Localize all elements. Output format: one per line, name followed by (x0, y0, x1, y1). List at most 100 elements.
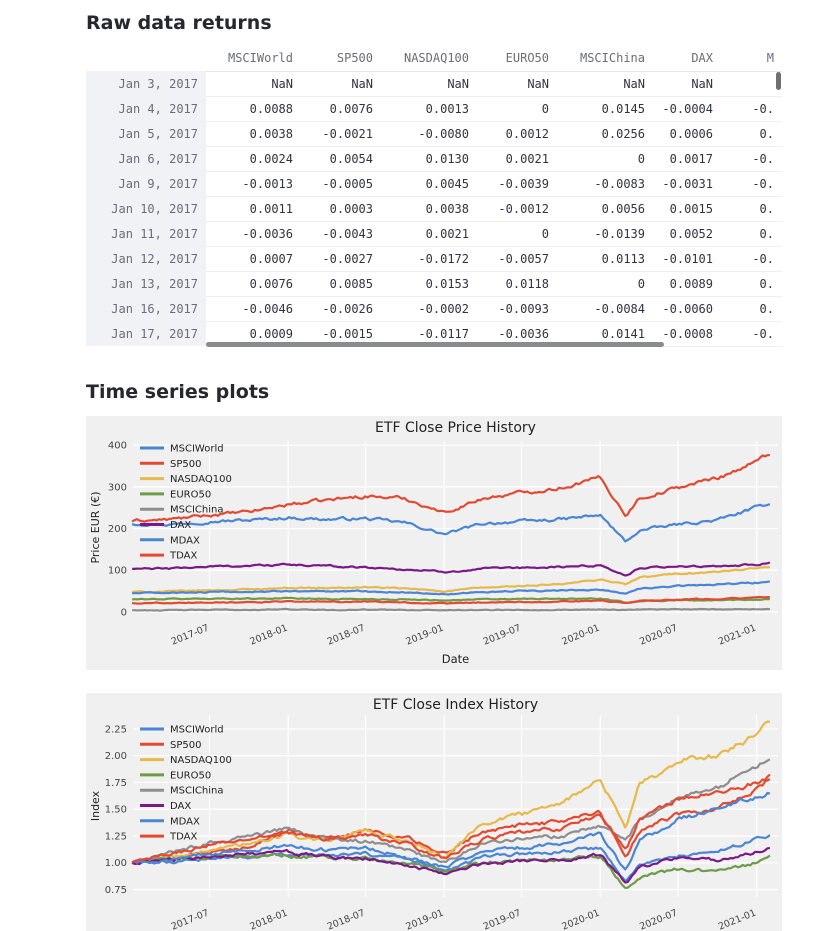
table-cell: NaN (653, 71, 721, 97)
column-header[interactable]: SP500 (301, 46, 381, 72)
legend-label: DAX (170, 801, 191, 812)
table-cell: -0.0057 (477, 246, 557, 272)
table-row: Jan 16, 2017 -0.0046 -0.0026 -0.0002 -0.0093… (86, 296, 782, 322)
series-line-nasdaq100 (131, 565, 771, 594)
series-line-dax (131, 846, 771, 884)
table-cell: 0. (721, 271, 782, 297)
table-cell: -0. (721, 146, 782, 172)
y-tick-label: 1.50 (105, 805, 127, 816)
y-axis-label: Index (89, 790, 102, 821)
chart-title: ETF Close Price History (375, 420, 536, 436)
series-line-mscichina (131, 758, 771, 865)
chart-title: ETF Close Index History (373, 697, 538, 713)
x-tick-label: 2019-07 (482, 908, 523, 931)
row-index-date: Jan 17, 2017 (86, 321, 206, 346)
series-line-msciworld (131, 503, 771, 543)
row-index-date: Jan 5, 2017 (86, 121, 206, 146)
column-header[interactable]: NASDAQ100 (381, 46, 477, 72)
table-row: Jan 4, 2017 0.0088 0.0076 0.0013 0 0.0145 -0.0… (86, 96, 782, 122)
table-cell: 0.0089 (653, 271, 721, 297)
table-cell: 0.0056 (557, 196, 653, 222)
series-line-nasdaq100 (132, 720, 770, 865)
index-history-chart: 0.75 1.00 1.25 1.50 1.75 2.00 2.25 2017-07 2018-… (86, 693, 782, 931)
table-cell: -0.0002 (381, 296, 477, 322)
price-history-chart: 0 100 200 300 400 2017-07 2018-01 2018-07 2019-0… (86, 416, 782, 670)
table-cell: -0.0004 (653, 96, 721, 122)
table-cell: -0.0031 (653, 171, 721, 197)
row-index-date: Jan 6, 2017 (86, 146, 206, 171)
table-cell: 0.0088 (206, 96, 301, 122)
price-history-svg: 0 100 200 300 400 2017-07 2018-01 2018-07 2019-0… (89, 420, 778, 666)
x-tick-label: 2020-01 (560, 623, 601, 648)
y-tick-label: 2.25 (105, 724, 127, 735)
x-tick-label: 2020-01 (560, 908, 601, 931)
table-row: Jan 6, 2017 0.0024 0.0054 0.0130 0.0021 0 0.00… (86, 146, 782, 172)
table-cell: -0.0043 (301, 221, 381, 247)
table-cell: NaN (206, 71, 301, 97)
table-cell: 0.0118 (477, 271, 557, 297)
legend-label: NASDAQ100 (170, 755, 232, 766)
y-axis-label: Price EUR (€) (89, 491, 102, 563)
column-header[interactable]: M (721, 46, 782, 72)
table-corner (86, 46, 206, 71)
y-tick-label: 2.00 (105, 751, 127, 762)
legend-label: SP500 (170, 459, 201, 470)
table-cell: -0.0093 (477, 296, 557, 322)
table-cell: 0.0017 (653, 146, 721, 172)
table-cell: 0.0007 (206, 246, 301, 272)
table-cell: -0. (721, 246, 782, 272)
table-cell: 0.0021 (477, 146, 557, 172)
y-tick-label: 100 (108, 566, 127, 577)
table-row: Jan 11, 2017 -0.0036 -0.0043 0.0021 0 -0.0139… (86, 221, 782, 247)
legend-label: MSCIWorld (170, 444, 224, 455)
table-cell: 0 (477, 96, 557, 122)
table-cell: -0.0013 (206, 171, 301, 197)
table-cell: -0.0026 (301, 296, 381, 322)
table-cell: NaN (557, 71, 653, 97)
table-cell: 0.0113 (557, 246, 653, 272)
table-cell: 0. (721, 296, 782, 322)
legend-label: MDAX (170, 535, 200, 546)
row-index-date: Jan 12, 2017 (86, 246, 206, 271)
plots-title: Time series plots (86, 381, 270, 403)
y-tick-label: 1.00 (105, 858, 127, 869)
x-tick-label: 2021-01 (717, 623, 758, 648)
raw-data-title: Raw data returns (86, 12, 272, 34)
column-header[interactable]: MSCIWorld (206, 46, 301, 72)
series-line-tdax (131, 773, 771, 864)
table-cell: NaN (301, 71, 381, 97)
x-tick-label: 2018-01 (248, 623, 289, 648)
x-axis-label: Date (442, 652, 470, 666)
table-cell: 0.0145 (557, 96, 653, 122)
data-table[interactable]: MSCIWorld SP500 NASDAQ100 EURO50 MSCIChina DA… (86, 46, 782, 348)
table-cell: 0.0045 (381, 171, 477, 197)
legend-label: MSCIChina (170, 786, 223, 797)
x-tick-label: 2018-07 (326, 908, 367, 931)
series-line-mscichina (132, 607, 770, 612)
series-line-dax (132, 561, 771, 577)
legend-label: DAX (170, 520, 191, 531)
table-cell: -0.0139 (557, 221, 653, 247)
table-cell: -0.0036 (206, 221, 301, 247)
table-cell: 0.0038 (381, 196, 477, 222)
table-horizontal-scrollbar[interactable] (206, 342, 664, 347)
table-cell: -0.0101 (653, 246, 721, 272)
table-cell: -0. (721, 321, 782, 347)
table-cell: -0.0046 (206, 296, 301, 322)
legend-label: MDAX (170, 816, 200, 827)
table-vertical-scrollbar[interactable] (776, 72, 781, 90)
table-cell: -0.0172 (381, 246, 477, 272)
table-cell: -0.0060 (653, 296, 721, 322)
column-header[interactable]: DAX (653, 46, 721, 72)
column-header[interactable]: MSCIChina (557, 46, 653, 72)
x-tick-label: 2019-01 (404, 623, 445, 648)
x-tick-label: 2020-07 (638, 623, 679, 648)
y-tick-label: 300 (108, 482, 127, 493)
x-tick-label: 2017-07 (170, 623, 211, 648)
table-cell: 0. (721, 121, 782, 147)
table-cell: 0.0013 (381, 96, 477, 122)
row-index-date: Jan 3, 2017 (86, 71, 206, 96)
table-cell: 0. (721, 221, 782, 247)
table-row: Jan 13, 2017 0.0076 0.0085 0.0153 0.0118 0 0.0… (86, 271, 782, 297)
column-header[interactable]: EURO50 (477, 46, 557, 72)
